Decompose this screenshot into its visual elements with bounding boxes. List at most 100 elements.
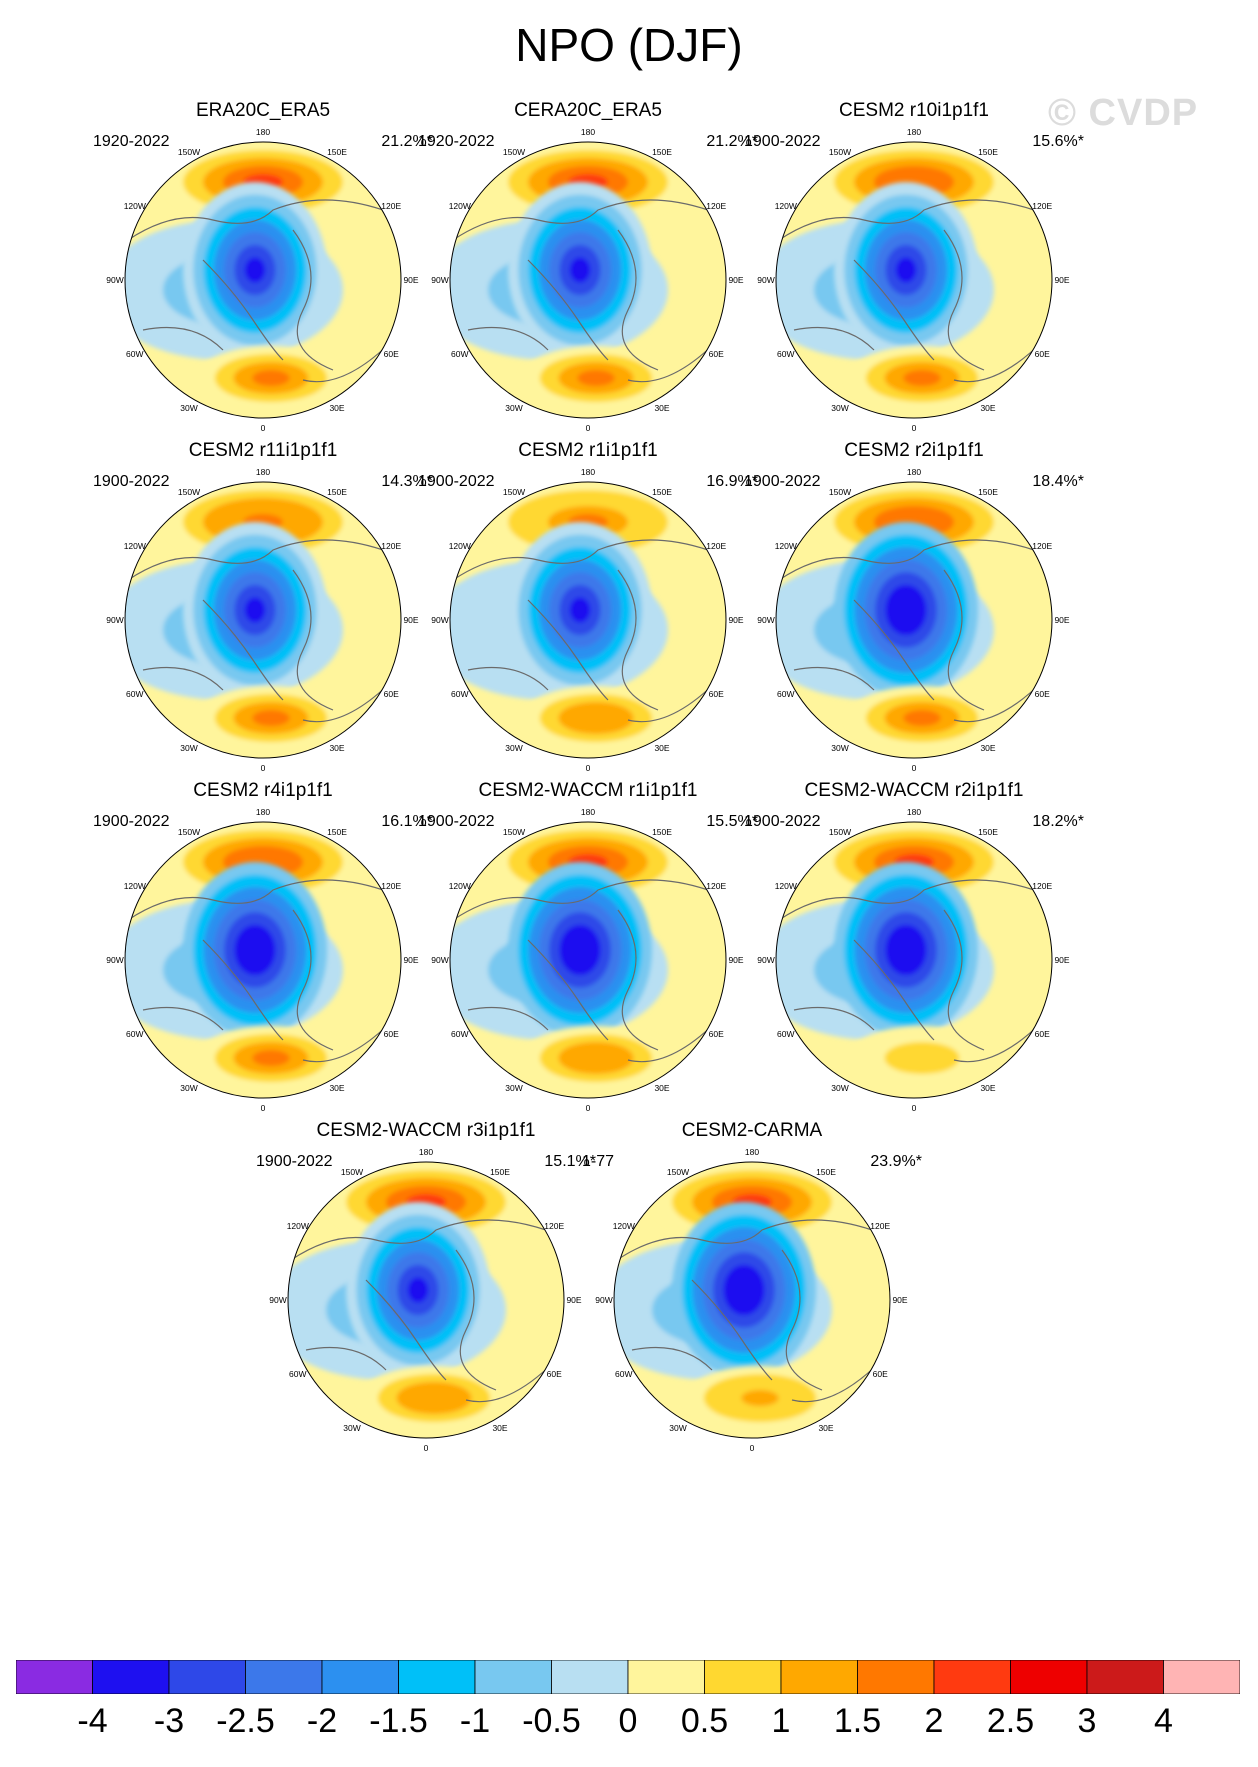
longitude-label: 30W [180, 743, 197, 753]
longitude-label: 90W [757, 615, 774, 625]
panel-variance-pct: 21.2%* [706, 133, 758, 150]
longitude-label: 180 [907, 807, 921, 817]
atlantic-positive-anomaly-contour [415, 1390, 453, 1406]
colorbar-swatch [92, 1660, 170, 1694]
longitude-label: 30W [831, 403, 848, 413]
longitude-label: 120E [706, 881, 726, 891]
panel-variance-pct: 15.1%* [544, 1153, 596, 1170]
longitude-label: 120W [775, 201, 797, 211]
colorbar-tick-label: 3 [1077, 1702, 1097, 1740]
arctic-negative-anomaly-contour [895, 597, 917, 623]
longitude-label: 0 [261, 763, 266, 773]
longitude-label: 180 [907, 127, 921, 137]
atlantic-positive-anomaly-contour [252, 1050, 290, 1066]
longitude-label: 180 [581, 127, 595, 137]
longitude-label: 120W [613, 1221, 635, 1231]
panel-title: CESM2 r10i1p1f1 [839, 100, 989, 121]
longitude-label: 90E [728, 955, 743, 965]
colorbar-swatch [168, 1660, 246, 1694]
longitude-label: 90E [403, 615, 418, 625]
longitude-label: 150E [978, 147, 998, 157]
longitude-label: 30E [329, 743, 344, 753]
longitude-label: 120W [449, 541, 471, 551]
coastline [467, 1007, 549, 1031]
coastlines [127, 879, 394, 1063]
longitude-label: 60E [547, 1369, 562, 1379]
longitude-label: 30E [654, 743, 669, 753]
coastline [527, 939, 609, 1041]
longitude-label: 90E [566, 1295, 581, 1305]
longitude-label: 60W [451, 349, 468, 359]
arctic-negative-anomaly [183, 522, 327, 698]
colorbar-tick-label: 1.5 [833, 1702, 882, 1740]
map-boundary [124, 481, 402, 759]
longitude-label: 60W [777, 349, 794, 359]
polar-map: 180 150E 120E 90E 60E 30E 0 30W 60W 90W 120W 150W [106, 127, 419, 433]
longitude-label: 60E [1035, 349, 1050, 359]
longitude-label: 30E [329, 403, 344, 413]
coastline [292, 569, 334, 711]
polar-map: 180 150E 120E 90E 60E 30E 0 30W 60W 90W 120W 150W [757, 807, 1070, 1113]
map-boundary [775, 481, 1053, 759]
longitude-label: 150E [978, 827, 998, 837]
panel-period: 1900-2022 [93, 473, 170, 490]
coastline [290, 1219, 547, 1261]
longitude-label: 90E [728, 275, 743, 285]
pacific-positive-anomaly [652, 1162, 852, 1242]
polar-map: 180 150E 120E 90E 60E 30E 0 30W 60W 90W 120W 150W [595, 1147, 908, 1453]
colorbar-swatch [627, 1660, 705, 1694]
longitude-label: 120W [449, 881, 471, 891]
longitude-label: 150E [327, 147, 347, 157]
longitude-label: 60E [1035, 689, 1050, 699]
map-boundary [775, 821, 1053, 1099]
longitude-label: 150E [652, 827, 672, 837]
coastline [631, 1347, 713, 1371]
longitude-label: 150E [327, 827, 347, 837]
panel-period: 1900-2022 [256, 1153, 333, 1170]
polar-map: 180 150E 120E 90E 60E 30E 0 30W 60W 90W 120W 150W [106, 467, 419, 773]
colorbar-swatch [551, 1660, 629, 1694]
map-panel: 180 150E 120E 90E 60E 30E 0 30W 60W 90W 120W 150W CE… [744, 100, 1084, 480]
coastline [142, 667, 224, 691]
atlantic-positive-anomaly [359, 1366, 509, 1430]
cvdp-watermark: © CVDP [1048, 92, 1199, 134]
arctic-negative-anomaly-contour [733, 1277, 755, 1303]
arctic-negative-anomaly [183, 862, 327, 1038]
polar-map: 180 150E 120E 90E 60E 30E 0 30W 60W 90W 120W 150W [269, 1147, 582, 1453]
coastline [202, 939, 284, 1041]
colorbar-tick-label: -2.5 [216, 1702, 275, 1740]
colorbar-swatch [245, 1660, 323, 1694]
longitude-label: 150E [652, 147, 672, 157]
colorbar-swatch [933, 1660, 1011, 1694]
longitude-label: 120E [1032, 201, 1052, 211]
longitude-label: 150W [178, 827, 200, 837]
longitude-label: 150W [178, 487, 200, 497]
coastline [778, 539, 1035, 581]
longitude-label: 0 [586, 763, 591, 773]
panel-variance-pct: 21.2%* [381, 133, 433, 150]
longitude-label: 120W [775, 881, 797, 891]
longitude-label: 0 [424, 1443, 429, 1453]
atlantic-positive-anomaly-contour [252, 370, 290, 386]
polar-map: 180 150E 120E 90E 60E 30E 0 30W 60W 90W 120W 150W [431, 127, 744, 433]
longitude-label: 30W [180, 403, 197, 413]
coastline [365, 1279, 447, 1381]
panel-title: CESM2-WACCM r3i1p1f1 [316, 1120, 536, 1141]
longitude-label: 30E [329, 1083, 344, 1093]
longitude-label: 30W [505, 403, 522, 413]
colorbar-tick-label: 0.5 [680, 1702, 729, 1740]
longitude-label: 60W [126, 689, 143, 699]
longitude-label: 150W [503, 487, 525, 497]
longitude-label: 120W [287, 1221, 309, 1231]
longitude-label: 30E [654, 1083, 669, 1093]
colorbar-swatch [321, 1660, 399, 1694]
coastline [127, 879, 384, 921]
figure-title: NPO (DJF) [515, 19, 743, 71]
longitude-label: 150W [503, 827, 525, 837]
colorbar-tick-label: 2.5 [986, 1702, 1035, 1740]
atlantic-positive-anomaly [847, 346, 997, 410]
coastlines [616, 1219, 883, 1403]
colorbar-swatch [780, 1660, 858, 1694]
coastline [452, 879, 709, 921]
map-boundary [613, 1161, 891, 1439]
